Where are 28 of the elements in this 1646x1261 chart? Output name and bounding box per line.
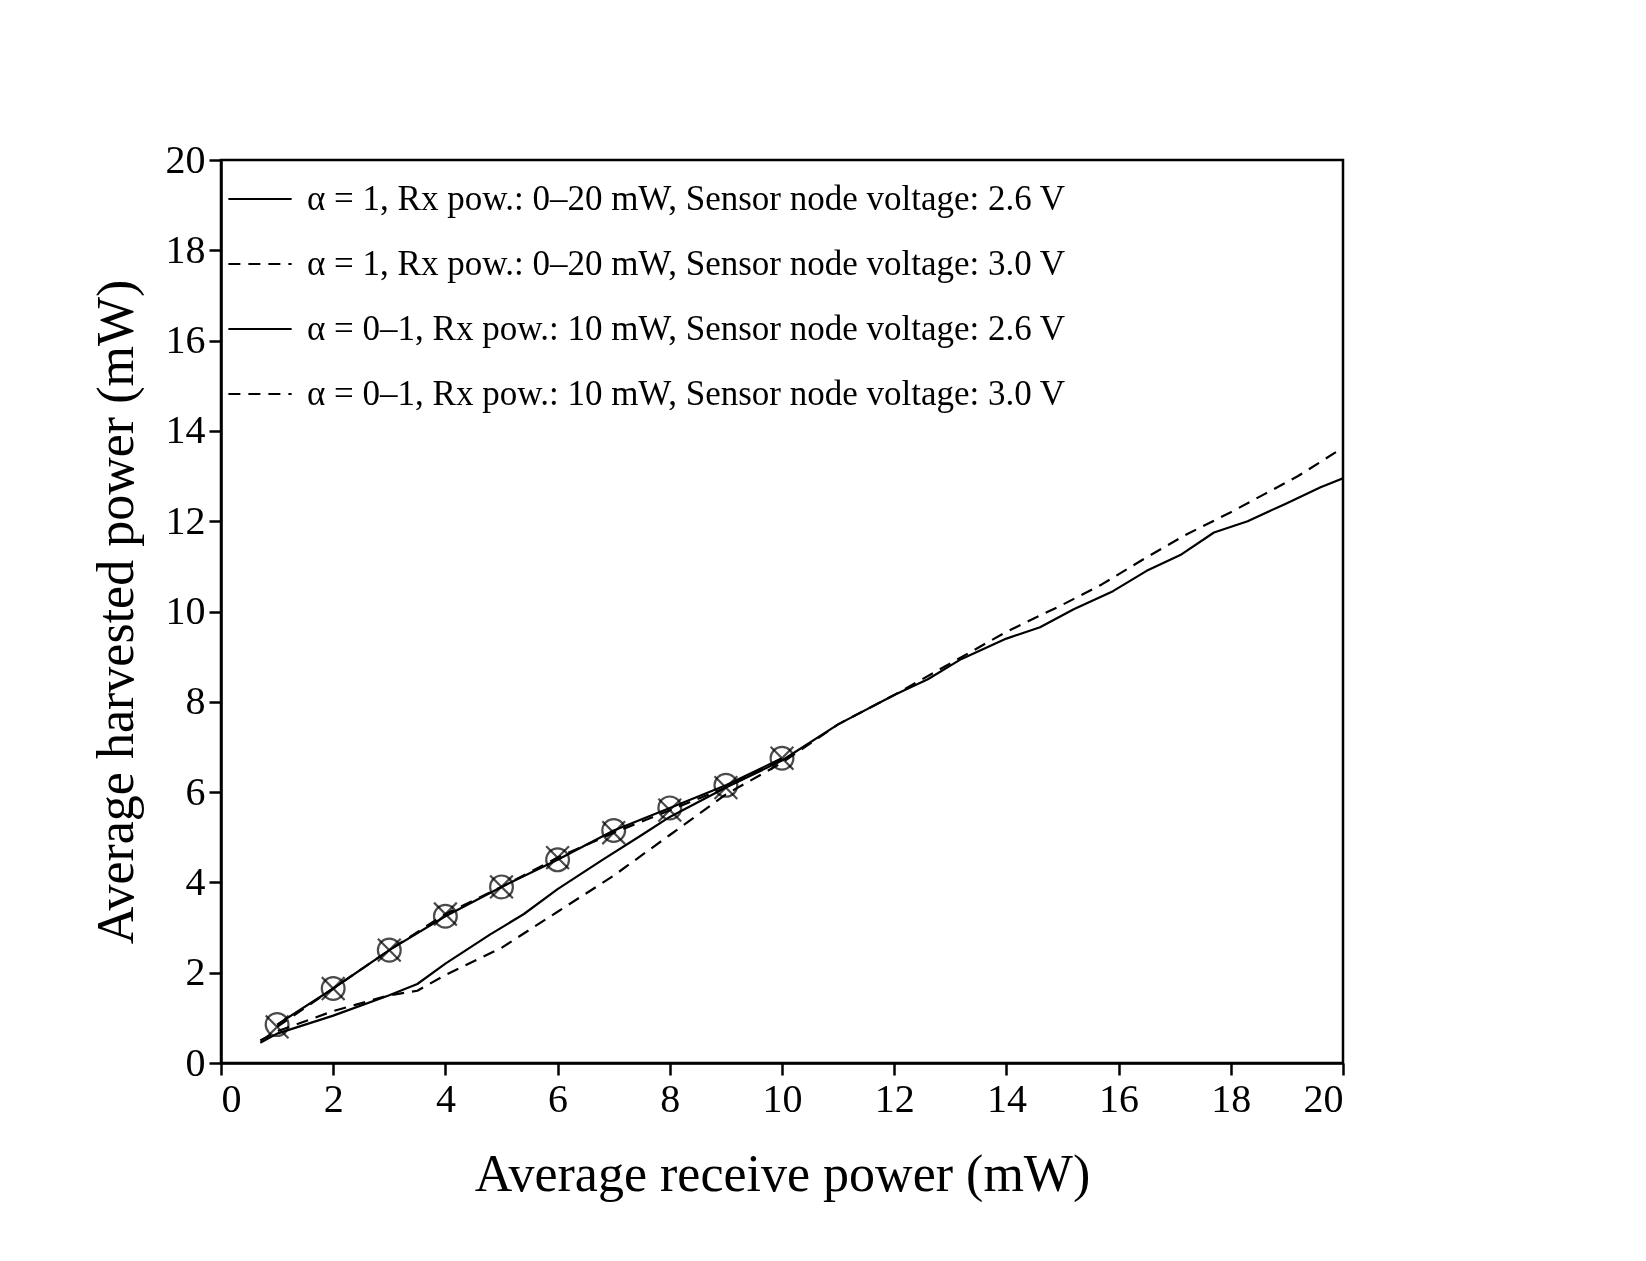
y-tick-label: 18 (165, 226, 206, 272)
x-tick-label: 8 (660, 1075, 681, 1121)
x-tick-label: 2 (323, 1075, 344, 1121)
x-tick-label: 16 (1099, 1075, 1140, 1121)
x-tick-label: 14 (986, 1075, 1027, 1121)
y-tick-label: 2 (185, 949, 206, 995)
legend-label: α = 1, Rx pow.: 0–20 mW, Sensor node voltage: 2.6 V (307, 179, 1066, 218)
x-tick-label: 0 (221, 1075, 242, 1121)
x-tick-label: 12 (874, 1075, 915, 1121)
y-tick-label: 6 (185, 768, 206, 814)
x-tick-label: 18 (1211, 1075, 1252, 1121)
y-tick-label: 16 (165, 317, 206, 363)
x-tick-label: 10 (762, 1075, 803, 1121)
y-axis-title: Average harvested power (mW) (86, 279, 145, 945)
y-tick-label: 0 (185, 1039, 206, 1085)
legend-label: α = 1, Rx pow.: 0–20 mW, Sensor node voltage: 3.0 V (307, 244, 1066, 283)
x-tick-label: 4 (435, 1075, 456, 1121)
y-tick-label: 12 (165, 497, 206, 543)
y-tick-label: 14 (165, 407, 206, 453)
x-tick-label: 6 (548, 1075, 569, 1121)
y-tick-label: 20 (165, 136, 206, 182)
x-tick-label: 20 (1303, 1075, 1344, 1121)
legend-label: α = 0–1, Rx pow.: 10 mW, Sensor node voltage: 2.6 V (307, 309, 1066, 348)
legend-label: α = 0–1, Rx pow.: 10 mW, Sensor node voltage: 3.0 V (307, 374, 1066, 413)
y-tick-label: 10 (165, 588, 206, 633)
y-tick-label: 4 (185, 858, 206, 904)
y-tick-label: 8 (185, 678, 206, 724)
x-axis-title: Average receive power (mW) (474, 1144, 1091, 1203)
